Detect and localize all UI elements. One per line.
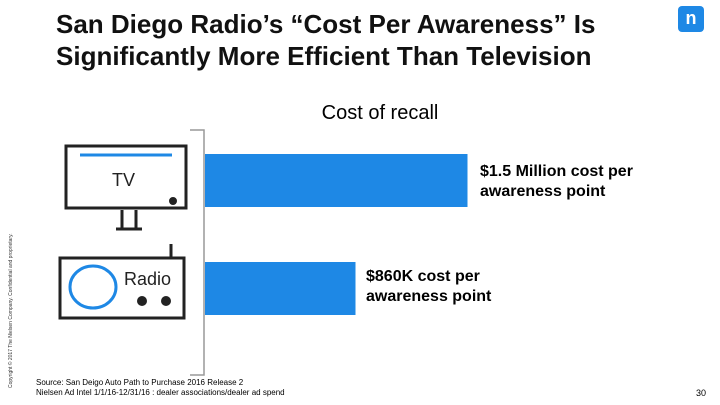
bar-label-tv: $1.5 Million cost per awareness point bbox=[480, 163, 633, 200]
radio-icon: Radio bbox=[58, 244, 186, 320]
source-note: Source: San Deigo Auto Path to Purchase … bbox=[36, 378, 285, 398]
bar-group bbox=[205, 154, 468, 315]
source-line-1: Source: San Deigo Auto Path to Purchase … bbox=[36, 378, 244, 387]
slide-title: San Diego Radio’s “Cost Per Awareness” I… bbox=[56, 9, 596, 71]
bar-label-radio: $860K cost per awareness point bbox=[366, 268, 492, 305]
chart-title: Cost of recall bbox=[321, 102, 439, 124]
bar-tv bbox=[205, 154, 468, 207]
page-number: 30 bbox=[696, 388, 707, 398]
tv-icon: TV bbox=[64, 144, 188, 231]
source-line-2: Nielsen Ad Intel 1/1/16-12/31/16 : deale… bbox=[36, 388, 285, 397]
axis-bracket bbox=[190, 129, 205, 376]
radio-label: Radio bbox=[124, 269, 171, 289]
tv-label: TV bbox=[112, 170, 135, 190]
nielsen-logo: n bbox=[678, 6, 704, 32]
bar-radio bbox=[205, 262, 356, 315]
